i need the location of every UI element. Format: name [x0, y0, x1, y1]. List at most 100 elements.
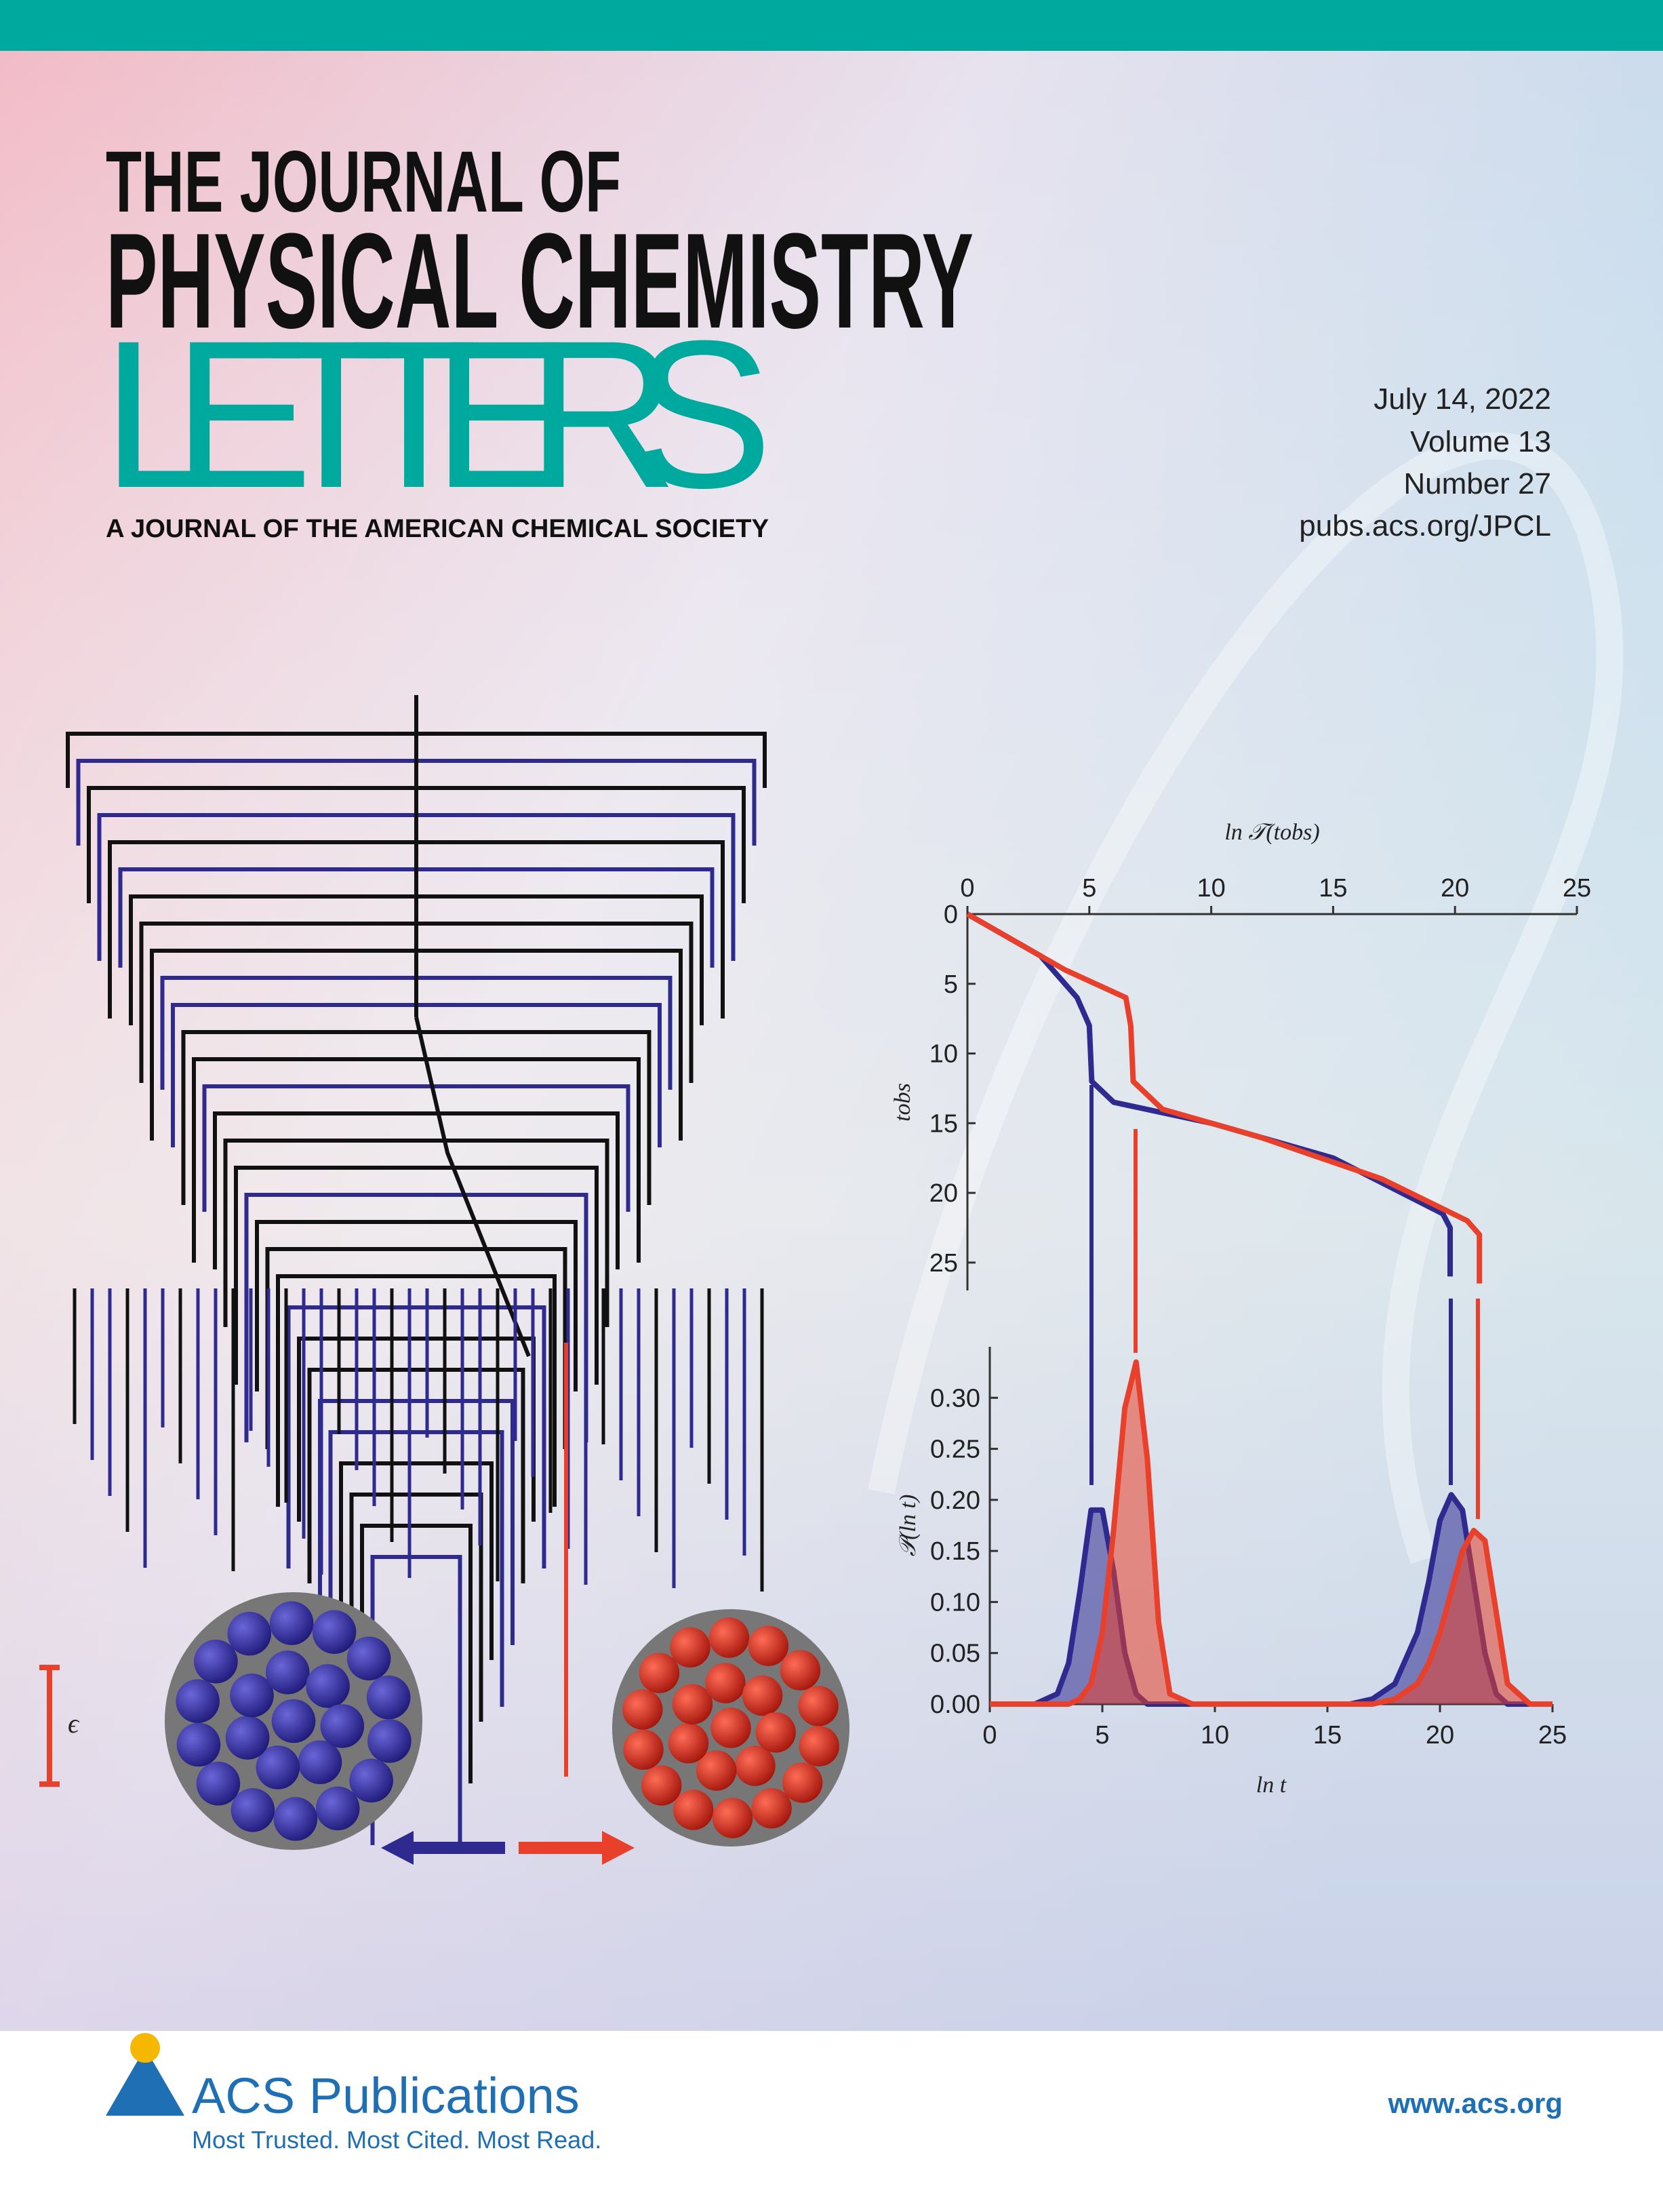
y-tick-label: 15 [929, 1109, 958, 1138]
red-cluster-atom [622, 1689, 663, 1730]
y-tick-label: 0.25 [930, 1436, 980, 1464]
acs-logo-flame [130, 2033, 160, 2063]
blue-cluster-atom [225, 1716, 270, 1760]
red-cluster-atom [712, 1798, 753, 1838]
y-tick-label: 0.30 [930, 1384, 980, 1413]
red-cluster-atom [623, 1729, 664, 1770]
blue-cluster-atom [306, 1664, 350, 1708]
dendrogram-bracket [223, 1139, 609, 1327]
blue-cluster-atom [271, 1699, 316, 1743]
y-tick-label: 20 [929, 1179, 958, 1208]
red-cluster-atom [641, 1765, 682, 1806]
red-cluster-atom [780, 1650, 821, 1691]
density-area [990, 1362, 1552, 1704]
energy-scale [39, 1665, 60, 1787]
connector-arrows [1089, 1085, 1480, 1519]
blue-cluster-atom [273, 1797, 318, 1841]
y-tick-label: 25 [929, 1249, 958, 1278]
issue-url: pubs.acs.org/JPCL [1299, 509, 1551, 542]
x-tick-label: 20 [1441, 874, 1469, 903]
y-axis-label: 𝒫(ln t) [896, 1495, 921, 1557]
red-cluster-atom [748, 1625, 789, 1666]
red-cluster-atom [755, 1712, 796, 1753]
website: www.acs.org [1387, 2087, 1563, 2119]
issue-number: Number 27 [1403, 467, 1551, 500]
dendrogram-bracket [328, 1430, 504, 1707]
blue-cluster-atom [227, 1611, 272, 1656]
issue-info: July 14, 2022 Volume 13 Number 27 pubs.a… [1299, 382, 1551, 542]
red-cluster-atom [751, 1788, 792, 1829]
red-cluster-atom [782, 1762, 823, 1803]
curve [966, 911, 1483, 1284]
top-bar [0, 0, 1663, 51]
y-tick-label: 0 [944, 901, 958, 929]
red-arrow [519, 1831, 635, 1865]
blue-cluster-atom [367, 1719, 412, 1763]
red-cluster-atom [735, 1745, 776, 1786]
y-tick-label: 0.00 [930, 1691, 980, 1719]
x-tick-label: 0 [982, 1721, 997, 1750]
x-axis-label: ln t [1256, 1773, 1287, 1798]
blue-cluster-atom [346, 1636, 391, 1681]
y-tick-label: 0.20 [930, 1486, 980, 1515]
blue-cluster-atom [176, 1679, 220, 1723]
x-tick-label: 0 [960, 874, 974, 903]
red-cluster-atom [696, 1750, 737, 1791]
journal-subtitle: A JOURNAL OF THE AMERICAN CHEMICAL SOCIE… [106, 515, 769, 543]
cover-art [66, 695, 849, 1850]
red-cluster-atom [799, 1726, 839, 1766]
chart: 0 5 10 15 20 25 0 5 10 15 20 25 ln 𝒯(tobs) tobs [890, 820, 1591, 1290]
blue-cluster-atom [231, 1788, 275, 1832]
blue-cluster-atom [315, 1786, 360, 1831]
red-cluster-atom [798, 1686, 839, 1726]
curve [966, 911, 1453, 1277]
dendrogram-bracket [286, 1305, 546, 1568]
x-axis-label: ln 𝒯(tobs) [1224, 820, 1319, 845]
energy-scale-label: ϵ [68, 1708, 80, 1739]
red-cluster-atom [672, 1684, 713, 1724]
red-cluster-atom [708, 1617, 750, 1658]
x-tick-label: 25 [1538, 1721, 1567, 1750]
blue-cluster-atom [366, 1675, 411, 1720]
x-tick-label: 5 [1082, 874, 1096, 903]
red-cluster-atom [710, 1707, 751, 1748]
dendrogram-bracket [202, 1084, 630, 1212]
journal-title-line1: THE JOURNAL OF [106, 134, 621, 231]
y-tick-label: 0.05 [930, 1640, 980, 1668]
red-cluster-atom [742, 1675, 783, 1716]
blue-arrow [381, 1831, 505, 1865]
chart: 0 5 10 15 20 25 0.00 0.05 0.10 0.15 0.20 0.25 0.30 ln… [896, 1347, 1567, 1798]
journal-title-line2: PHYSICAL CHEMISTRY [106, 205, 974, 357]
x-tick-label: 10 [1201, 1721, 1229, 1750]
red-cluster-atom [670, 1627, 710, 1668]
y-tick-label: 10 [929, 1040, 958, 1069]
dendrogram-bracket [181, 1030, 652, 1205]
y-tick-label: 0.15 [930, 1537, 980, 1566]
x-tick-label: 10 [1197, 874, 1225, 903]
y-tick-label: 5 [944, 970, 958, 999]
acs-logo [106, 2048, 184, 2116]
x-tick-label: 15 [1319, 874, 1347, 903]
publisher-tagline: Most Trusted. Most Cited. Most Read. [192, 2126, 601, 2154]
blue-cluster-atom [312, 1610, 357, 1654]
red-cluster-atom [668, 1722, 709, 1764]
x-tick-label: 25 [1563, 874, 1591, 903]
blue-cluster-atom [194, 1639, 238, 1684]
x-tick-label: 20 [1426, 1721, 1454, 1750]
dendrogram-bracket [307, 1368, 525, 1583]
y-axis-label: tobs [890, 1083, 915, 1122]
x-tick-label: 15 [1313, 1721, 1342, 1750]
blue-cluster-atom [256, 1745, 300, 1790]
red-cluster-atom [639, 1653, 680, 1693]
dendrogram-bracket [276, 1274, 557, 1507]
blue-cluster-atom [349, 1758, 393, 1803]
red-cluster-atom [705, 1663, 746, 1703]
footer-band [0, 2031, 1663, 2212]
dendrogram-bracket [213, 1111, 620, 1269]
y-tick-label: 0.10 [930, 1588, 980, 1617]
blue-cluster-atom [265, 1651, 310, 1695]
blue-cluster-atom [230, 1673, 274, 1718]
blue-cluster-atom [320, 1704, 365, 1748]
x-tick-label: 5 [1095, 1721, 1109, 1750]
